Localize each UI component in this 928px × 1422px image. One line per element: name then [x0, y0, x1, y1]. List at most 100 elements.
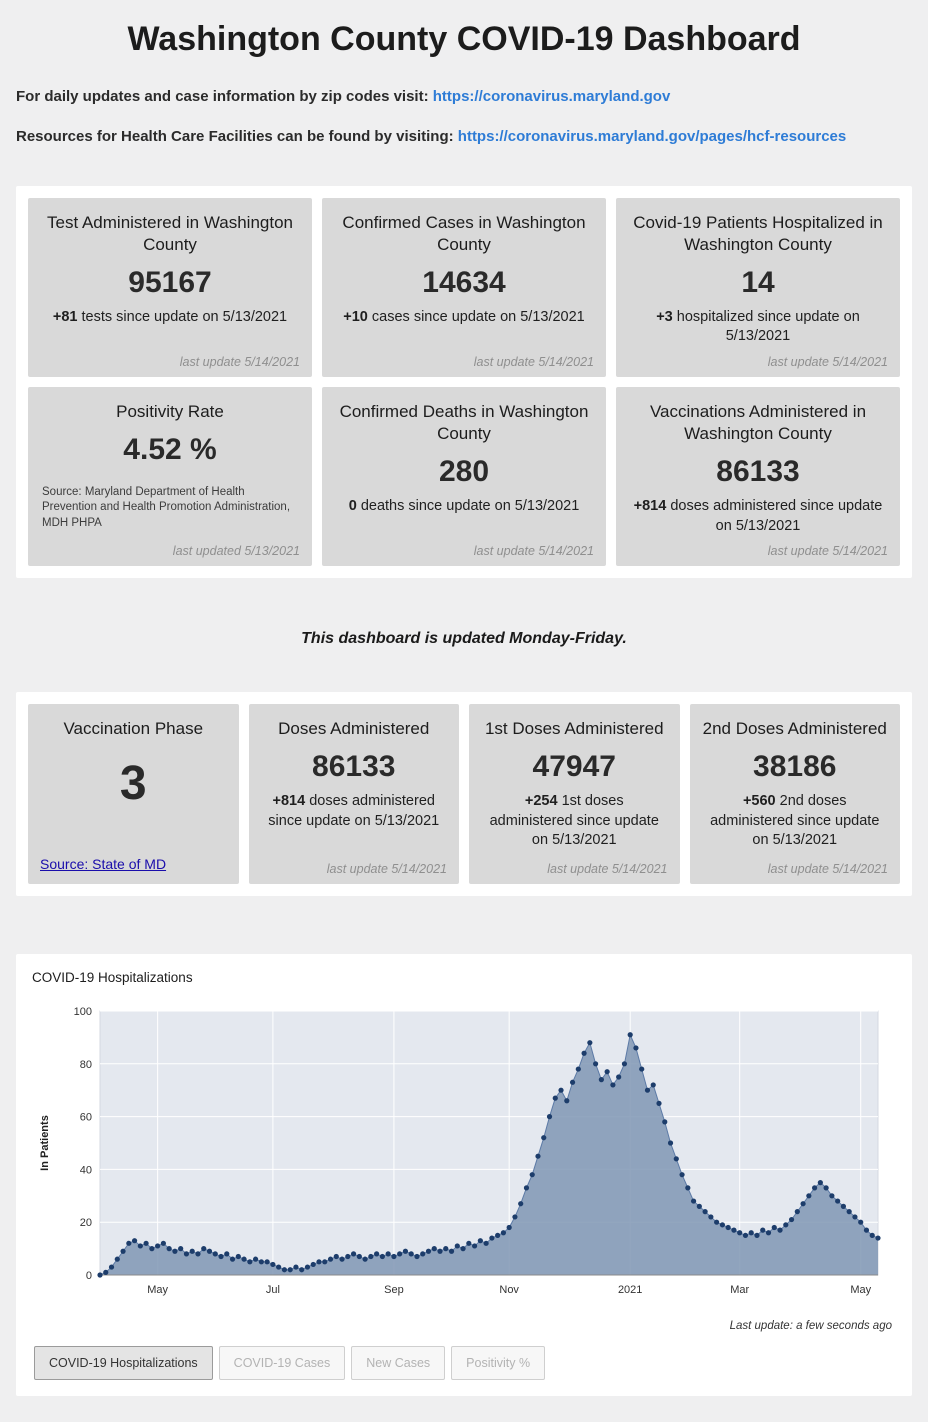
data-point: [454, 1243, 460, 1249]
data-point: [253, 1256, 259, 1262]
stat-last-update: last update 5/14/2021: [473, 544, 594, 559]
stat-value: 14: [741, 265, 775, 299]
stat-last-update: last update 5/14/2021: [473, 354, 594, 369]
data-point: [541, 1135, 547, 1141]
data-point: [212, 1251, 218, 1257]
stat-last-update: last update 5/14/2021: [547, 862, 668, 877]
data-point: [662, 1119, 668, 1125]
data-point: [97, 1272, 103, 1278]
data-point: [229, 1256, 236, 1262]
data-point: [788, 1217, 795, 1223]
vaccination-card: Vaccination Phase 3 Source: State of MD …: [16, 692, 912, 897]
stat-title: Vaccinations Administered in Washington …: [649, 401, 867, 443]
data-point: [621, 1061, 628, 1067]
data-point: [270, 1261, 276, 1268]
stat-last-update: last update 5/14/2021: [767, 862, 888, 877]
data-point: [114, 1256, 120, 1262]
data-point: [817, 1180, 823, 1186]
data-point: [420, 1251, 426, 1257]
data-point: [437, 1248, 443, 1254]
data-point: [587, 1040, 593, 1046]
tab-covid19-hospitalizations[interactable]: COVID-19 Hospitalizations: [34, 1346, 213, 1381]
data-point: [581, 1050, 587, 1056]
stat-delta-number: +254: [524, 793, 558, 810]
data-point: [552, 1095, 558, 1101]
tab-positivity-percent[interactable]: Positivity %: [451, 1346, 546, 1381]
data-point: [471, 1243, 478, 1249]
data-point: [489, 1235, 495, 1241]
stat-value: 95167: [128, 265, 212, 299]
tab-new-cases[interactable]: New Cases: [351, 1346, 446, 1381]
data-point: [356, 1254, 362, 1260]
y-tick-label: 20: [80, 1217, 92, 1229]
stat-delta: +3 hospitalized since update on 5/13/202…: [628, 308, 888, 347]
stat-delta-text: deaths since update on 5/13/2021: [360, 498, 580, 514]
data-point: [863, 1227, 870, 1233]
vaccine-tile-second-doses: 2nd Doses Administered 38186 +560 2nd do…: [689, 704, 900, 885]
stat-title: Doses Administered: [278, 719, 430, 739]
data-point: [765, 1230, 772, 1236]
data-point: [206, 1248, 213, 1254]
stat-value: 4.52 %: [123, 432, 217, 466]
data-point: [448, 1248, 455, 1254]
stat-delta-number: +10: [343, 308, 368, 325]
data-point: [460, 1246, 466, 1252]
data-point: [794, 1209, 800, 1215]
x-tick-label: 2021: [618, 1284, 642, 1296]
y-tick-label: 60: [80, 1112, 92, 1124]
data-point: [604, 1069, 610, 1075]
data-point: [402, 1248, 409, 1254]
data-point: [155, 1243, 161, 1249]
chart-last-update: Last update: a few seconds ago: [729, 1320, 892, 1333]
data-point: [339, 1256, 345, 1262]
stat-delta: +814 doses administered since update on …: [261, 792, 448, 831]
stat-title: Confirmed Deaths in Washington County: [339, 401, 589, 443]
stat-last-update: last update 5/14/2021: [767, 544, 888, 559]
data-point: [443, 1246, 449, 1252]
data-point: [397, 1251, 403, 1257]
stat-last-update: last update 5/14/2021: [767, 354, 888, 369]
data-point: [823, 1185, 829, 1191]
y-axis-label: In Patients: [39, 1115, 51, 1171]
data-point: [546, 1114, 553, 1120]
data-point: [414, 1254, 420, 1260]
stat-tile-deaths: Confirmed Deaths in Washington County 28…: [322, 386, 606, 567]
data-point: [322, 1259, 328, 1265]
data-point: [431, 1246, 437, 1252]
hcf-resources-link[interactable]: https://coronavirus.maryland.gov/pages/h…: [457, 127, 847, 145]
data-point: [166, 1246, 172, 1252]
data-point: [875, 1235, 881, 1241]
data-point: [299, 1267, 305, 1273]
data-point: [172, 1248, 178, 1254]
data-point: [149, 1246, 155, 1252]
data-point: [593, 1061, 599, 1067]
state-of-md-link[interactable]: Source: State of MD: [40, 856, 167, 873]
data-point: [131, 1238, 138, 1244]
stat-title: Confirmed Cases in Washington County: [342, 212, 586, 254]
data-point: [529, 1172, 535, 1178]
stat-delta: +814 doses administered since update on …: [628, 497, 888, 536]
data-point: [569, 1079, 576, 1086]
hospitalizations-area-chart[interactable]: 0 20 40 60 80 100 May Jul Sep Nov 2021 Mar May In Pat…: [32, 997, 894, 1313]
intro-line-2-text: Resources for Health Care Facilities can…: [16, 127, 454, 145]
data-point: [235, 1254, 241, 1260]
tab-covid19-cases[interactable]: COVID-19 Cases: [218, 1346, 346, 1381]
maryland-gov-link[interactable]: https://coronavirus.maryland.gov: [432, 88, 671, 105]
data-point: [829, 1193, 835, 1199]
data-point: [477, 1238, 483, 1244]
stat-value: 14634: [422, 265, 506, 299]
data-point: [696, 1203, 702, 1210]
data-point: [495, 1232, 501, 1239]
data-point: [512, 1214, 518, 1220]
y-tick-label: 80: [80, 1059, 92, 1071]
data-point: [714, 1219, 720, 1225]
data-point: [656, 1100, 662, 1107]
stat-value: 86133: [312, 750, 396, 784]
data-point: [506, 1225, 512, 1231]
x-tick-label: Mar: [730, 1284, 749, 1296]
data-point: [748, 1230, 754, 1236]
stat-tile-hospitalized: Covid-19 Patients Hospitalized in Washin…: [616, 197, 900, 377]
stat-delta-number: +814: [272, 793, 306, 810]
data-point: [667, 1140, 674, 1146]
